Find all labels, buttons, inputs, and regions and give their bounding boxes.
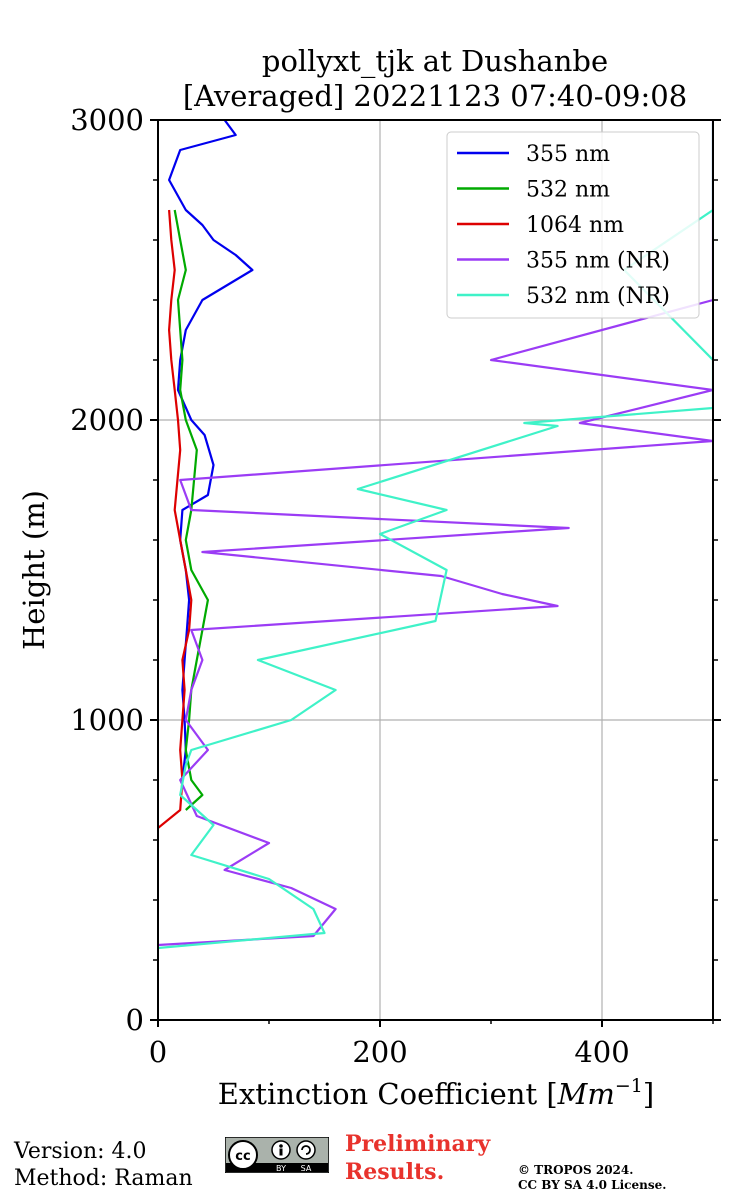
axis-tick-labels: 0 200 400 0 1000 2000 3000 [70, 103, 629, 1069]
x-tick-label: 0 [149, 1035, 167, 1069]
legend-label: 532 nm [526, 178, 610, 203]
cc-icon [228, 1140, 258, 1170]
legend-items: 355 nm 532 nm 1064 nm 355 nm (NR) 532 nm (NR… [457, 142, 670, 309]
cc-by-text: BY [276, 1164, 286, 1173]
series-line-3 [158, 120, 713, 947]
legend-label: 355 nm [526, 142, 610, 167]
x-axis-label-unit: Mm [557, 1077, 615, 1111]
preliminary-line1: Preliminary [345, 1131, 491, 1157]
legend-label: 532 nm (NR) [526, 284, 670, 309]
method-text: Method: Raman [14, 1166, 193, 1191]
cc-symbol: cc [235, 1149, 250, 1164]
series-line-1 [173, 209, 209, 811]
copyright-line1: © TROPOS 2024. [518, 1163, 634, 1177]
copyright-line2: CC BY SA 4.0 License. [518, 1178, 667, 1192]
extinction-profile-chart: pollyxt_tjk at Dushanbe [Averaged] 20221… [17, 44, 721, 1111]
x-tick-label: 200 [352, 1035, 407, 1069]
copyright-block: © TROPOS 2024. CC BY SA 4.0 License. [518, 1163, 666, 1193]
x-axis-label-text: Extinction Coefficient [ [218, 1077, 558, 1111]
series-line-0 [168, 120, 254, 781]
cc-license-badge: cc BY SA [225, 1137, 329, 1173]
cc-sa-text: SA [301, 1164, 312, 1173]
legend-box [446, 131, 700, 319]
x-axis-label: Extinction Coefficient [Mm−1] [218, 1075, 654, 1111]
y-tick-label: 3000 [70, 103, 144, 137]
series-line-2 [158, 209, 193, 829]
y-axis-label: Height (m) [17, 490, 51, 650]
series-line-4 [158, 123, 713, 950]
preliminary-line2: Results. [345, 1159, 445, 1185]
x-axis-label-close: ] [643, 1077, 654, 1111]
version-method-block: Version: 4.0 Method: Raman [14, 1138, 193, 1192]
legend-label: 355 nm (NR) [526, 249, 670, 274]
plot-frame [157, 119, 714, 1021]
version-text: Version: 4.0 [14, 1139, 147, 1164]
x-tick-label: 400 [574, 1035, 629, 1069]
x-axis-label-exponent: −1 [615, 1075, 643, 1097]
share-alike-icon [296, 1140, 316, 1160]
chart-title-line2: [Averaged] 20221123 07:40-09:08 [183, 79, 687, 113]
y-tick-label: 2000 [70, 403, 144, 437]
legend: 355 nm 532 nm 1064 nm 355 nm (NR) 532 nm (NR… [446, 131, 700, 319]
y-tick-label: 1000 [70, 703, 144, 737]
preliminary-results-note: Preliminary Results. [345, 1130, 490, 1186]
y-tick-label: 0 [126, 1003, 144, 1037]
chart-title-line1: pollyxt_tjk at Dushanbe [262, 44, 608, 79]
axis-ticks [150, 119, 721, 1027]
legend-label: 1064 nm [526, 213, 624, 238]
series-lines [158, 120, 713, 950]
